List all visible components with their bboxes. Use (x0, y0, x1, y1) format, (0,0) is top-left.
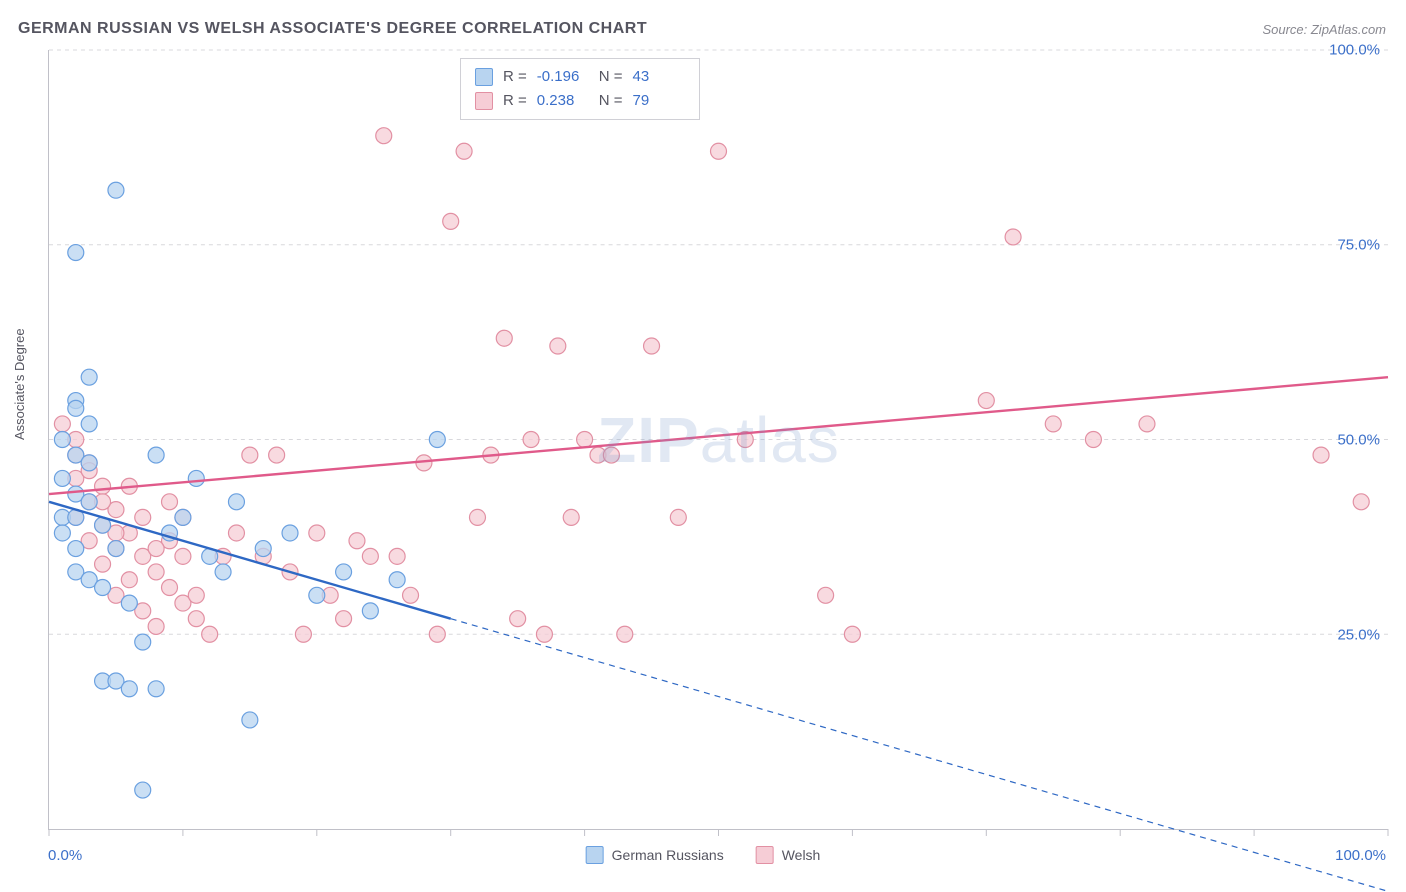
stats-r-label: R = (503, 65, 527, 89)
y-tick-label: 25.0% (1337, 627, 1380, 644)
plot-area: ZIPatlas 25.0%50.0%75.0%100.0% (48, 50, 1388, 830)
legend-label-german: German Russians (612, 847, 724, 863)
legend-item-welsh: Welsh (756, 846, 821, 864)
legend-swatch-german-icon (586, 846, 604, 864)
stats-row-welsh: R = 0.238 N = 79 (475, 89, 685, 113)
y-tick-label: 75.0% (1337, 237, 1380, 254)
y-tick-label: 100.0% (1329, 42, 1380, 59)
stats-n-label: N = (599, 65, 623, 89)
chart-svg (49, 50, 1388, 829)
stats-n-german: 43 (633, 65, 685, 89)
stats-n-welsh: 79 (633, 89, 685, 113)
stats-box: R = -0.196 N = 43 R = 0.238 N = 79 (460, 58, 700, 120)
y-tick-label: 50.0% (1337, 432, 1380, 449)
stats-r-welsh: 0.238 (537, 89, 589, 113)
swatch-german-icon (475, 68, 493, 86)
legend-label-welsh: Welsh (782, 847, 821, 863)
swatch-welsh-icon (475, 92, 493, 110)
y-axis-label: Associate's Degree (12, 328, 27, 440)
x-axis-max-label: 100.0% (1335, 847, 1386, 864)
source-attribution: Source: ZipAtlas.com (1262, 22, 1386, 37)
legend-item-german: German Russians (586, 846, 724, 864)
stats-row-german: R = -0.196 N = 43 (475, 65, 685, 89)
legend-swatch-welsh-icon (756, 846, 774, 864)
chart-title: GERMAN RUSSIAN VS WELSH ASSOCIATE'S DEGR… (18, 20, 647, 38)
x-axis-min-label: 0.0% (48, 847, 82, 864)
stats-r-german: -0.196 (537, 65, 589, 89)
stats-n-label-2: N = (599, 89, 623, 113)
legend: German Russians Welsh (586, 846, 821, 864)
stats-r-label-2: R = (503, 89, 527, 113)
